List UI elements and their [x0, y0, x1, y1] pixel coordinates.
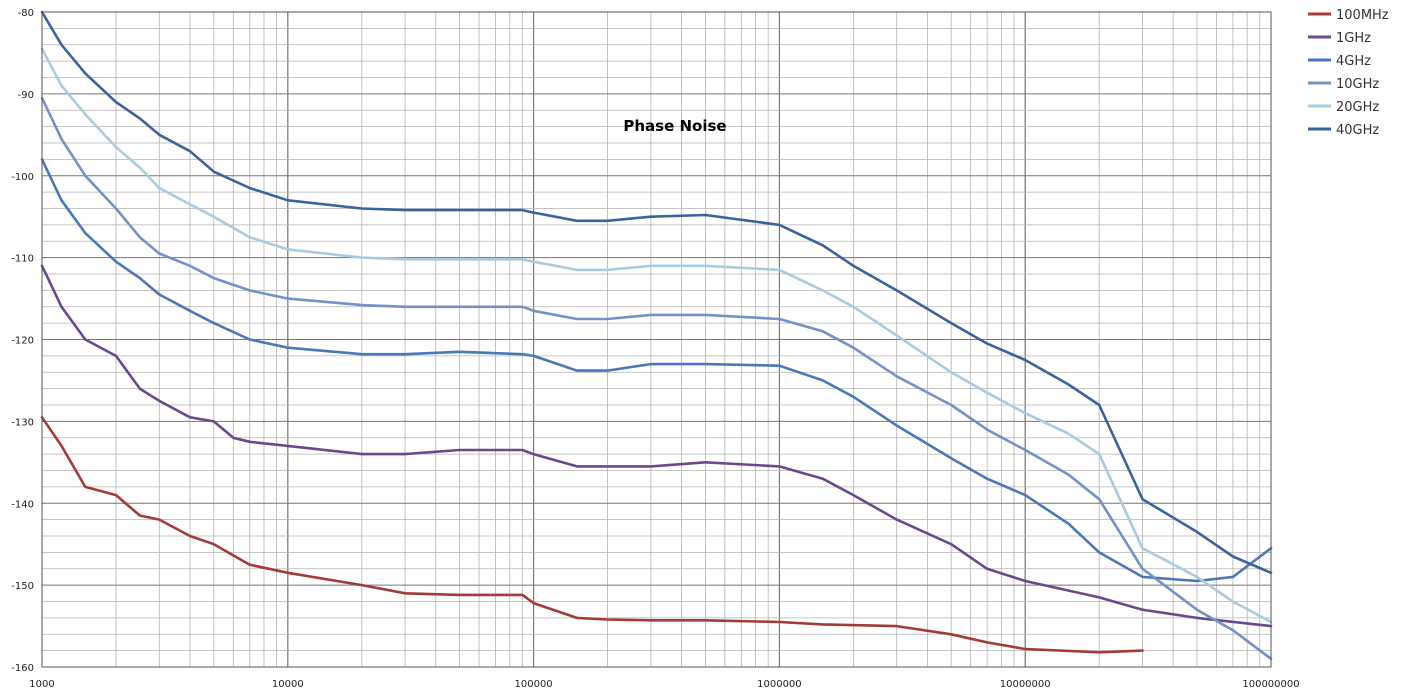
y-tick-label: -120 — [11, 336, 34, 347]
series-line-40GHz — [40, 10, 1273, 575]
plot-frame — [41, 11, 1272, 668]
series-line-100MHz — [40, 415, 1144, 654]
x-tick-label: 1000 — [29, 679, 54, 690]
x-tick-label: 1000000 — [757, 679, 802, 690]
legend-label: 1GHz — [1336, 31, 1371, 46]
series-line-1GHz — [40, 264, 1273, 628]
y-tick-label: -160 — [11, 663, 34, 674]
y-tick-label: -90 — [18, 90, 34, 101]
legend: 100MHz 1GHz 4GHz 10GHz 20GHz 40GHz — [1308, 8, 1389, 138]
legend-label: 4GHz — [1336, 54, 1371, 69]
y-tick-label: -110 — [11, 254, 34, 265]
series-line-10GHz — [40, 96, 1273, 661]
y-tick-label: -140 — [11, 499, 34, 510]
legend-label: 10GHz — [1336, 77, 1379, 92]
legend-label: 20GHz — [1336, 100, 1379, 115]
chart-title: Phase Noise — [623, 117, 726, 135]
series-line-20GHz — [40, 47, 1273, 624]
x-tick-label: 10000000 — [1000, 679, 1051, 690]
series-lines — [40, 10, 1273, 661]
series-line-4GHz — [40, 158, 1273, 583]
y-tick-label: -130 — [11, 417, 34, 428]
grid — [41, 11, 1272, 668]
y-tick-label: -100 — [11, 172, 34, 183]
y-tick-label: -150 — [11, 581, 34, 592]
x-tick-label: 100000000 — [1242, 679, 1299, 690]
x-tick-label: 10000 — [272, 679, 304, 690]
legend-label: 40GHz — [1336, 123, 1379, 138]
y-tick-label: -80 — [18, 8, 34, 19]
axes: -80 -90 -100 -110 -120 -130 -140 -150 -160 1000 10… — [11, 8, 1299, 690]
x-tick-label: 100000 — [515, 679, 553, 690]
legend-label: 100MHz — [1336, 8, 1389, 23]
